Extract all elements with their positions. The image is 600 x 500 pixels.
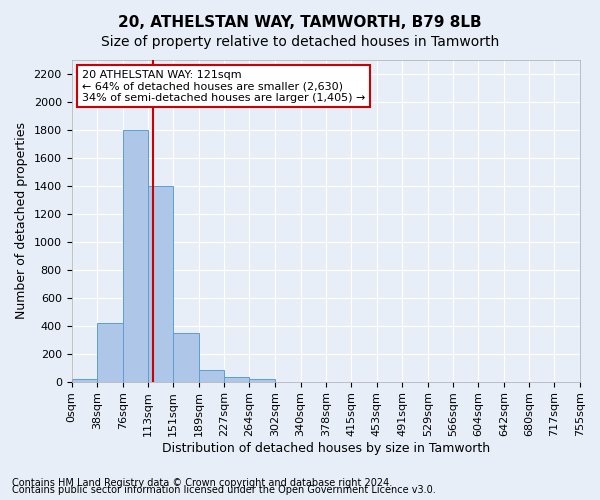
Text: 20, ATHELSTAN WAY, TAMWORTH, B79 8LB: 20, ATHELSTAN WAY, TAMWORTH, B79 8LB — [118, 15, 482, 30]
Bar — [71, 380, 97, 382]
Bar — [199, 370, 224, 382]
Bar — [123, 130, 148, 382]
Text: Size of property relative to detached houses in Tamworth: Size of property relative to detached ho… — [101, 35, 499, 49]
Bar — [97, 323, 123, 382]
Bar — [148, 186, 173, 382]
Y-axis label: Number of detached properties: Number of detached properties — [15, 122, 28, 320]
Text: Contains public sector information licensed under the Open Government Licence v3: Contains public sector information licen… — [12, 485, 436, 495]
Bar — [224, 378, 250, 382]
Bar — [173, 332, 199, 382]
Text: 20 ATHELSTAN WAY: 121sqm
← 64% of detached houses are smaller (2,630)
34% of sem: 20 ATHELSTAN WAY: 121sqm ← 64% of detach… — [82, 70, 365, 103]
X-axis label: Distribution of detached houses by size in Tamworth: Distribution of detached houses by size … — [162, 442, 490, 455]
Text: Contains HM Land Registry data © Crown copyright and database right 2024.: Contains HM Land Registry data © Crown c… — [12, 478, 392, 488]
Bar — [250, 379, 275, 382]
